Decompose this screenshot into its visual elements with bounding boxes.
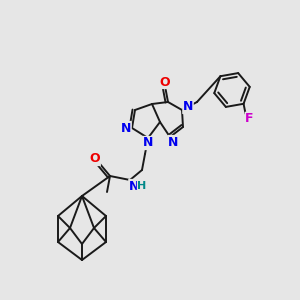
Text: O: O (90, 152, 100, 166)
Text: H: H (137, 181, 147, 191)
Text: N: N (121, 122, 131, 134)
Text: F: F (245, 112, 254, 125)
Text: N: N (183, 100, 193, 113)
Text: N: N (143, 136, 153, 149)
Text: O: O (160, 76, 170, 88)
Text: N: N (129, 179, 139, 193)
Text: N: N (168, 136, 178, 148)
